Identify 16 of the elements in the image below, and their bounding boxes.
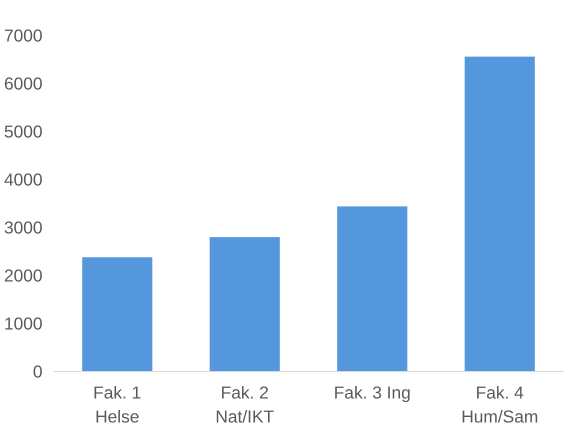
bar bbox=[337, 206, 408, 372]
y-tick-label: 5000 bbox=[4, 122, 43, 142]
x-tick-label: Fak. 3 Ing bbox=[334, 382, 411, 402]
x-tick-label: Fak. 1 Helse bbox=[93, 382, 142, 426]
x-tick-label: Fak. 2 Nat/IKT bbox=[215, 382, 275, 426]
y-tick-label: 2000 bbox=[4, 266, 43, 286]
y-tick-label: 6000 bbox=[4, 74, 43, 94]
y-tick-label: 7000 bbox=[4, 26, 43, 46]
y-tick-label: 3000 bbox=[4, 218, 43, 238]
x-tick-label: Fak. 4 Hum/Sam bbox=[461, 382, 538, 426]
bar bbox=[210, 237, 280, 372]
bar bbox=[464, 56, 535, 372]
bar bbox=[82, 257, 152, 372]
y-tick-label: 4000 bbox=[4, 170, 43, 190]
y-tick-label: 0 bbox=[32, 362, 43, 382]
y-tick-label: 1000 bbox=[4, 314, 43, 334]
